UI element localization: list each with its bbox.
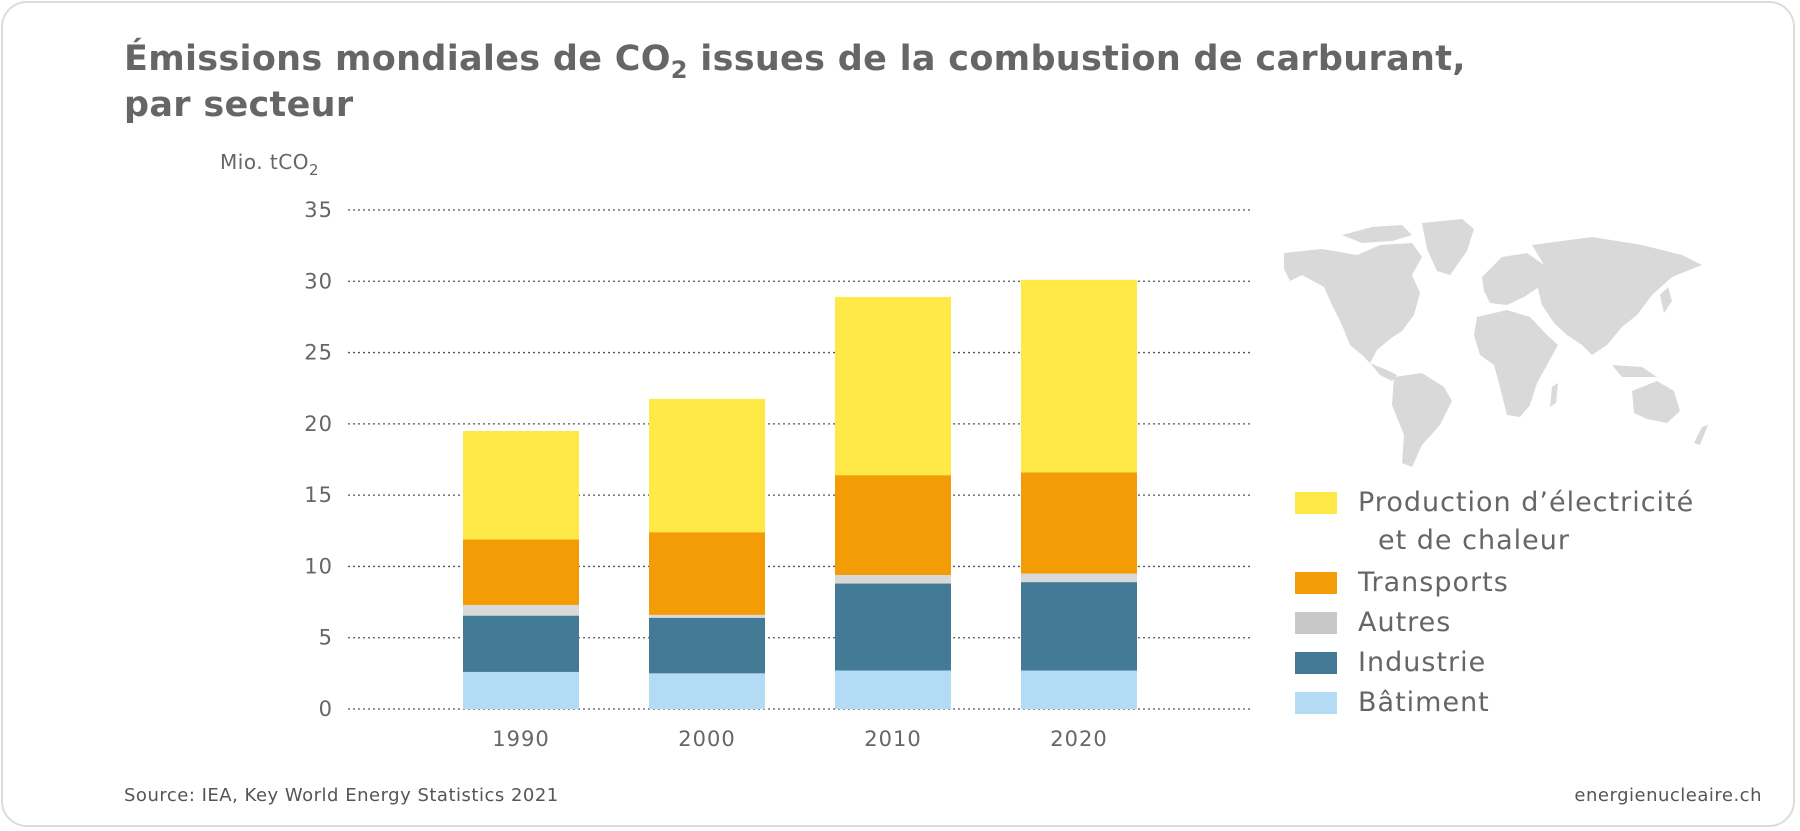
bar-segment-2020-autres [1021,573,1137,583]
title-line2: par secteur [124,85,354,125]
bar-segment-2020-bâtiment [1021,670,1137,709]
legend-swatch [1295,652,1337,674]
legend-label-line2: et de chaleur [1378,525,1570,556]
bar-segment-2010-bâtiment [835,670,951,709]
x-tick-label: 2020 [1050,727,1107,751]
legend-swatch [1295,692,1337,714]
legend-label: Transports [1358,567,1509,598]
legend-label: Autres [1358,607,1452,638]
y-axis-unit: Mio. tCO2 [220,150,319,178]
x-tick-label: 2000 [678,727,735,751]
title-text-cont: issues de la combustion de carburant, [687,39,1466,79]
bar-segment-1990-autres [463,604,579,616]
x-tick-label: 1990 [492,727,549,751]
bar-segment-2010-industrie [835,583,951,671]
bar-segment-2020-transports [1021,472,1137,574]
legend-swatch [1295,572,1337,594]
bar-segment-2000-transports [649,532,765,615]
y-tick-label: 10 [304,554,333,578]
unit-subscript: 2 [308,161,320,179]
title-text: Émissions mondiales de CO [124,39,671,79]
unit-text: Mio. tCO [220,150,309,174]
x-axis-ticks: 1990 2000 2010 2020 [492,727,1107,751]
bar-segment-1990-bâtiment [463,671,579,709]
x-tick-label: 2010 [864,727,921,751]
bar-group-2000 [649,398,765,709]
title-subscript: 2 [670,56,688,84]
bar-segment-1990-transports [463,539,579,605]
bar-segment-2000-production [649,398,765,533]
bar-group-2010 [835,296,951,709]
bar-segment-2010-autres [835,574,951,584]
bar-segment-2020-industrie [1021,582,1137,671]
y-tick-label: 15 [304,483,333,507]
y-axis-ticks: 0 5 10 15 20 25 30 35 [304,198,333,721]
legend-label: Production d’électricité et de chaleur [1358,484,1694,560]
bar-segment-2020-production [1021,279,1137,473]
legend-swatch [1295,612,1337,634]
bar-segment-2010-production [835,296,951,476]
chart-title: Émissions mondiales de CO2 issues de la … [124,36,1524,128]
y-tick-label: 20 [304,412,333,436]
legend-label: Bâtiment [1358,687,1490,718]
y-tick-label: 30 [304,269,333,293]
y-tick-label: 25 [304,341,333,365]
bar-group-1990 [463,430,579,709]
source-note: Source: IEA, Key World Energy Statistics… [124,785,559,806]
bar-segment-2010-transports [835,475,951,575]
bars [463,279,1137,709]
bar-group-2020 [1021,279,1137,709]
y-tick-label: 0 [319,697,333,721]
bar-segment-1990-production [463,430,579,540]
y-tick-label: 5 [319,626,333,650]
y-tick-label: 35 [304,198,333,222]
bar-segment-2000-bâtiment [649,673,765,709]
bar-segment-2000-autres [649,614,765,618]
world-map-icon [1284,219,1708,467]
bar-segment-2000-industrie [649,617,765,674]
legend-swatch [1295,492,1337,514]
brand-link[interactable]: energienucleaire.ch [1574,785,1762,806]
legend-label-line1: Production d’électricité [1358,487,1695,518]
legend-label: Industrie [1358,647,1487,678]
bar-segment-1990-industrie [463,615,579,672]
